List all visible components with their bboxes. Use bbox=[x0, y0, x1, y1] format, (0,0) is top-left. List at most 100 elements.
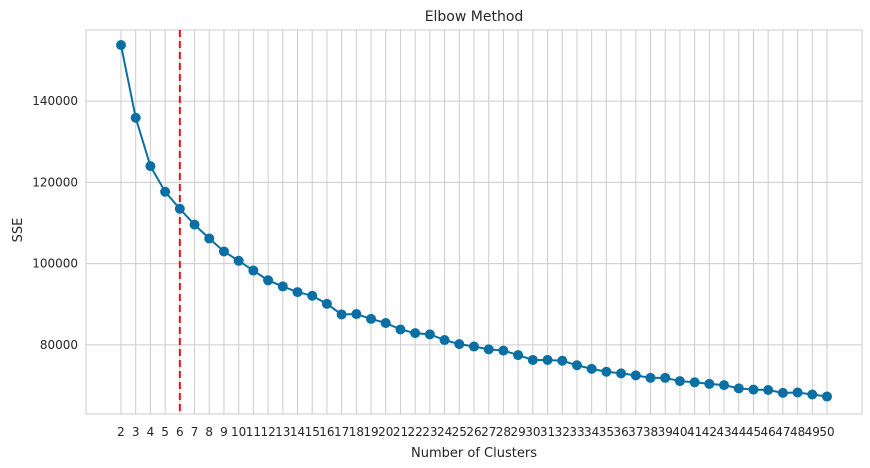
x-tick-label: 27 bbox=[481, 425, 496, 439]
x-tick-label: 48 bbox=[790, 425, 805, 439]
y-tick-label: 140000 bbox=[32, 94, 78, 108]
data-point bbox=[336, 309, 347, 320]
x-tick-label: 2 bbox=[117, 425, 125, 439]
x-tick-label: 28 bbox=[496, 425, 511, 439]
x-tick-label: 21 bbox=[393, 425, 408, 439]
data-point bbox=[116, 40, 126, 51]
data-point bbox=[792, 387, 803, 398]
x-tick-label: 8 bbox=[205, 425, 213, 439]
x-tick-label: 45 bbox=[746, 425, 761, 439]
y-tick-label: 100000 bbox=[32, 257, 78, 271]
data-point bbox=[733, 383, 744, 394]
x-tick-label: 36 bbox=[613, 425, 628, 439]
data-point bbox=[660, 372, 671, 383]
x-tick-label: 31 bbox=[540, 425, 555, 439]
data-point bbox=[748, 384, 759, 395]
data-point bbox=[557, 355, 568, 366]
data-point bbox=[616, 368, 627, 379]
data-point bbox=[630, 370, 641, 381]
data-point bbox=[380, 317, 391, 328]
x-tick-label: 26 bbox=[466, 425, 481, 439]
x-tick-label: 40 bbox=[672, 425, 687, 439]
x-tick-label: 13 bbox=[275, 425, 290, 439]
data-point bbox=[674, 376, 685, 387]
data-point bbox=[689, 377, 700, 388]
x-tick-label: 7 bbox=[191, 425, 199, 439]
data-point bbox=[395, 324, 406, 335]
data-point bbox=[277, 281, 288, 292]
x-tick-label: 32 bbox=[555, 425, 570, 439]
marks bbox=[116, 30, 832, 414]
x-tick-label: 41 bbox=[687, 425, 702, 439]
data-point bbox=[601, 366, 612, 377]
data-point bbox=[807, 389, 818, 400]
data-point bbox=[204, 233, 215, 244]
data-point bbox=[704, 378, 715, 389]
data-point bbox=[822, 391, 832, 402]
plot-area bbox=[85, 29, 863, 415]
x-tick-label: 10 bbox=[231, 425, 246, 439]
ticks: 2 3 4 5 6 7 8 9 10 11 12 13 14 15 16 17 18 19 20 21 22 23 24 25… bbox=[32, 94, 834, 439]
data-point bbox=[130, 112, 141, 123]
x-tick-label: 17 bbox=[334, 425, 349, 439]
data-point bbox=[586, 363, 597, 374]
data-point bbox=[483, 344, 494, 355]
x-tick-label: 29 bbox=[510, 425, 525, 439]
x-tick-label: 16 bbox=[319, 425, 334, 439]
x-tick-label: 46 bbox=[761, 425, 776, 439]
data-point bbox=[351, 309, 362, 320]
x-tick-label: 35 bbox=[599, 425, 614, 439]
x-tick-label: 30 bbox=[525, 425, 540, 439]
data-point bbox=[513, 350, 524, 361]
data-point bbox=[777, 387, 788, 398]
x-tick-label: 14 bbox=[290, 425, 305, 439]
x-tick-label: 24 bbox=[437, 425, 452, 439]
data-point bbox=[454, 339, 465, 350]
x-tick-label: 34 bbox=[584, 425, 599, 439]
x-tick-label: 3 bbox=[132, 425, 140, 439]
chart-title: Elbow Method bbox=[425, 9, 524, 25]
data-point bbox=[763, 385, 774, 396]
data-point bbox=[174, 203, 185, 214]
x-tick-label: 11 bbox=[246, 425, 261, 439]
x-tick-label: 19 bbox=[363, 425, 378, 439]
data-point bbox=[263, 275, 274, 286]
data-point bbox=[292, 287, 303, 298]
data-point bbox=[527, 354, 538, 365]
x-tick-label: 50 bbox=[819, 425, 834, 439]
data-point bbox=[233, 255, 244, 266]
x-tick-label: 12 bbox=[260, 425, 275, 439]
x-tick-label: 49 bbox=[805, 425, 820, 439]
data-point bbox=[571, 360, 582, 371]
data-point bbox=[542, 354, 553, 365]
x-tick-label: 38 bbox=[643, 425, 658, 439]
y-tick-label: 80000 bbox=[40, 338, 78, 352]
x-tick-label: 37 bbox=[628, 425, 643, 439]
data-point bbox=[321, 298, 332, 309]
x-tick-label: 20 bbox=[378, 425, 393, 439]
grid bbox=[86, 30, 862, 414]
x-tick-label: 15 bbox=[305, 425, 320, 439]
x-tick-label: 18 bbox=[349, 425, 364, 439]
x-tick-label: 25 bbox=[452, 425, 467, 439]
data-point bbox=[410, 328, 421, 339]
data-point bbox=[469, 341, 479, 352]
data-point bbox=[719, 380, 730, 391]
x-tick-label: 22 bbox=[408, 425, 423, 439]
data-point bbox=[218, 246, 229, 257]
data-point bbox=[160, 186, 171, 197]
x-tick-label: 39 bbox=[658, 425, 673, 439]
x-tick-label: 47 bbox=[775, 425, 790, 439]
data-point bbox=[145, 161, 156, 172]
x-axis-label: Number of Clusters bbox=[411, 446, 537, 461]
x-tick-label: 6 bbox=[176, 425, 184, 439]
data-point bbox=[439, 335, 450, 346]
x-tick-label: 23 bbox=[422, 425, 437, 439]
x-tick-label: 42 bbox=[702, 425, 717, 439]
data-point bbox=[248, 265, 259, 276]
x-tick-label: 5 bbox=[161, 425, 169, 439]
data-point bbox=[366, 313, 377, 324]
data-point bbox=[498, 345, 509, 356]
data-point bbox=[424, 329, 435, 340]
